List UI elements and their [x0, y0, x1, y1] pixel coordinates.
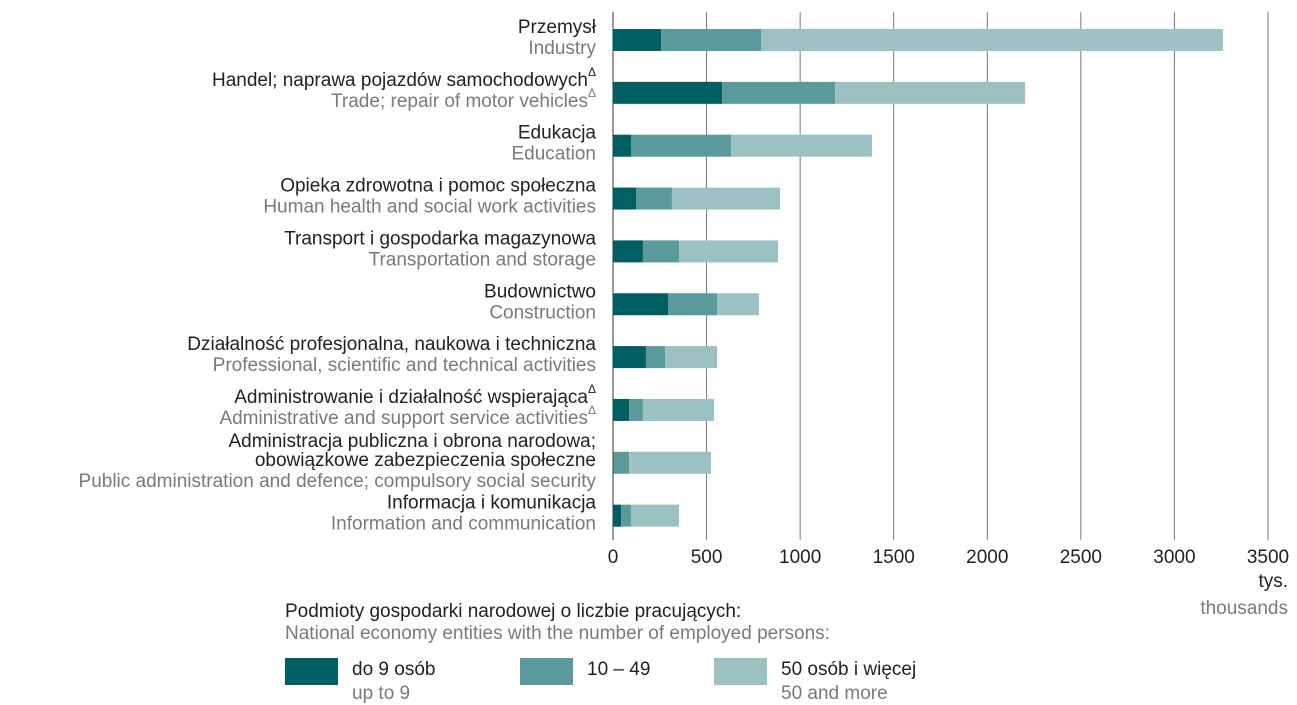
category-label-text: Administrowanie i działalność wspierając… — [234, 387, 588, 408]
bar-segment — [613, 346, 646, 369]
bar-segment — [679, 240, 779, 263]
bar-segment — [642, 398, 715, 421]
x-tick-label: 2000 — [966, 547, 1008, 568]
bar-segment — [613, 293, 669, 316]
category-label-text: Handel; naprawa pojazdów samochodowych — [212, 70, 588, 91]
legend-title-en: National economy entities with the numbe… — [285, 623, 830, 644]
bar-segment — [665, 346, 718, 369]
legend-label: do 9 osób — [352, 659, 435, 680]
x-unit-en: thousands — [1200, 598, 1288, 619]
category-label-en: Human health and social work activities — [263, 197, 596, 218]
category-label-en: Construction — [489, 302, 596, 323]
category-label: Przemysł — [518, 17, 597, 38]
category-label-en: Public administration and defence; compu… — [79, 471, 597, 492]
category-label-en: Industry — [528, 38, 596, 59]
bar-segment — [636, 187, 672, 210]
bar-segment — [731, 134, 873, 157]
bar-segment — [645, 346, 666, 369]
category-label: Administrowanie i działalność wspierając… — [234, 382, 596, 408]
category-label: Handel; naprawa pojazdów samochodowychΔ — [212, 65, 596, 91]
category-label-en: Professional, scientific and technical a… — [213, 355, 596, 376]
note-mark: Δ — [588, 403, 596, 417]
x-tick-label: 1000 — [779, 547, 821, 568]
bar-segment — [717, 293, 759, 316]
category-label-en-text: Trade; repair of motor vehicles — [331, 91, 588, 112]
category-label: Informacja i komunikacja — [387, 493, 597, 514]
bar-segment — [613, 451, 630, 474]
note-mark: Δ — [588, 86, 596, 100]
category-label-en-text: Education — [511, 144, 596, 165]
category-label: Administracja publiczna i obrona narodow… — [228, 431, 596, 452]
bar-segment — [671, 187, 781, 210]
x-tick-label: 3500 — [1247, 547, 1289, 568]
category-label: Budownictwo — [484, 281, 596, 302]
x-unit: tys. — [1258, 571, 1288, 592]
bar-segment — [722, 81, 836, 104]
bar-segment — [835, 81, 1026, 104]
bar-segment — [630, 504, 680, 527]
category-label-en-text: Human health and social work activities — [263, 197, 596, 218]
category-label-text: Transport i gospodarka magazynowa — [284, 228, 596, 249]
bar-segment — [613, 240, 643, 263]
legend-title: Podmioty gospodarki narodowej o liczbie … — [285, 601, 741, 622]
note-mark: Δ — [588, 382, 596, 396]
legend-label: 10 – 49 — [587, 659, 650, 680]
category-label-text: Administracja publiczna i obrona narodow… — [228, 431, 596, 452]
category-label-en-text: Transportation and storage — [369, 249, 596, 270]
category-label-en-text: Information and communication — [331, 514, 596, 535]
legend-swatch — [714, 658, 767, 685]
bar-segment — [613, 451, 614, 474]
bar-segment — [642, 240, 680, 263]
bar-segment — [621, 504, 631, 527]
bar-segment — [629, 398, 643, 421]
bar-segment — [613, 398, 630, 421]
x-tick-label: 0 — [608, 547, 619, 568]
legend-swatch — [520, 658, 573, 685]
category-label-text: Działalność profesjonalna, naukowa i tec… — [187, 334, 596, 355]
category-label-text: Budownictwo — [484, 281, 596, 302]
category-label-text: obowiązkowe zabezpieczenia społeczne — [255, 450, 596, 471]
category-label-en-text: Construction — [489, 302, 596, 323]
category-label: Opieka zdrowotna i pomoc społeczna — [280, 176, 596, 197]
legend-label: 50 osób i więcej — [781, 659, 916, 680]
category-label: Edukacja — [518, 123, 597, 144]
legend-label-en: 50 and more — [781, 683, 888, 704]
x-tick-label: 500 — [691, 547, 723, 568]
legend-swatch — [285, 658, 338, 685]
bar-segment — [668, 293, 718, 316]
category-label: Transport i gospodarka magazynowa — [284, 228, 596, 249]
x-tick-label: 2500 — [1060, 547, 1102, 568]
category-label: obowiązkowe zabezpieczenia społeczne — [255, 450, 596, 471]
category-label-en: Trade; repair of motor vehiclesΔ — [331, 86, 596, 112]
bar-segment — [613, 29, 662, 51]
category-label-en: Transportation and storage — [369, 249, 596, 270]
category-label-text: Informacja i komunikacja — [387, 493, 597, 514]
category-label-en: Administrative and support service activ… — [219, 403, 596, 429]
bar-segment — [661, 29, 762, 51]
bar-segment — [630, 134, 732, 157]
category-label-en-text: Professional, scientific and technical a… — [213, 355, 596, 376]
bar-segment — [761, 29, 1224, 51]
bar-segment — [613, 504, 622, 527]
legend-label-en: up to 9 — [352, 683, 410, 704]
bar-segment — [613, 134, 631, 157]
bar-segment — [613, 81, 723, 104]
category-label-text: Opieka zdrowotna i pomoc społeczna — [280, 176, 596, 197]
note-mark: Δ — [588, 65, 596, 79]
category-label-text: Przemysł — [518, 17, 597, 38]
category-label-en-text: Administrative and support service activ… — [219, 408, 588, 429]
category-label-en: Information and communication — [331, 514, 596, 535]
category-label: Działalność profesjonalna, naukowa i tec… — [187, 334, 596, 355]
category-label-en-text: Public administration and defence; compu… — [79, 471, 597, 492]
x-tick-label: 3000 — [1153, 547, 1195, 568]
category-label-en: Education — [511, 144, 596, 165]
category-label-en-text: Industry — [528, 38, 596, 59]
x-tick-label: 1500 — [873, 547, 915, 568]
bar-segment — [613, 187, 637, 210]
category-label-text: Edukacja — [518, 123, 597, 144]
bar-segment — [629, 451, 712, 474]
